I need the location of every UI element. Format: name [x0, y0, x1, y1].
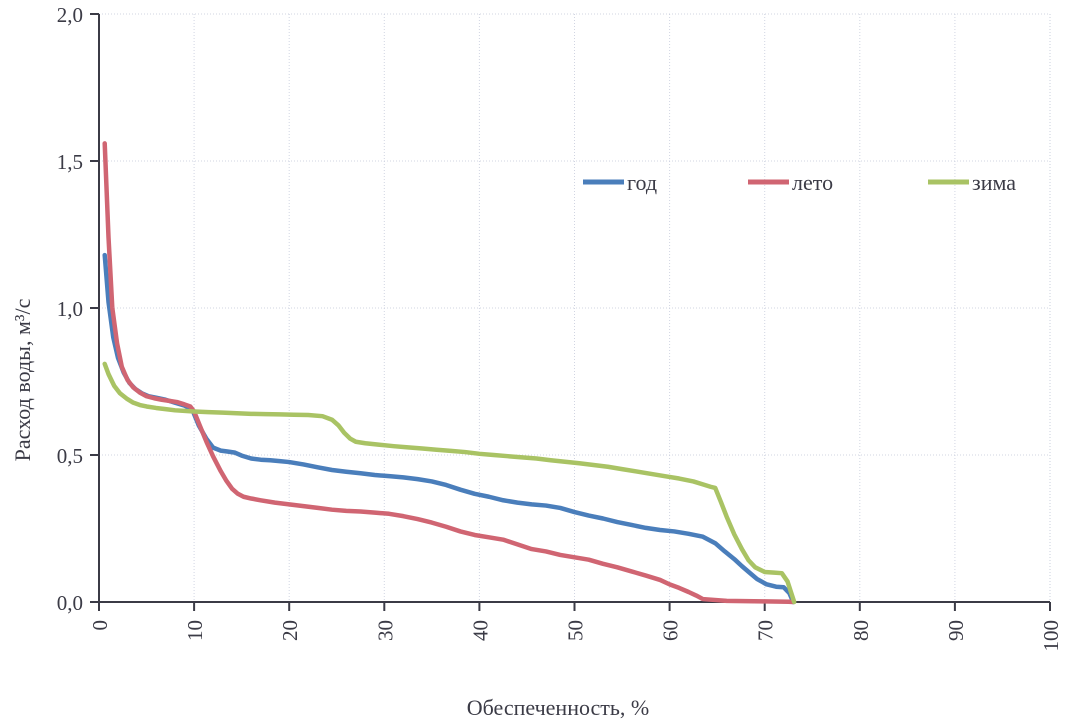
legend-item-год[interactable]: год — [583, 170, 657, 195]
x-tick-label: 40 — [468, 620, 492, 641]
y-tick-label: 2,0 — [57, 3, 83, 27]
legend-item-лето[interactable]: лето — [748, 170, 833, 195]
legend-item-зима[interactable]: зима — [928, 170, 1016, 195]
x-tick-label: 90 — [944, 620, 968, 641]
y-tick-label: 0,0 — [57, 591, 83, 615]
y-tick-labels: 0,0 0,5 1,0 1,5 2,0 — [57, 3, 83, 615]
x-axis-title: Обеспеченность, % — [467, 695, 650, 720]
x-tick-label: 10 — [183, 620, 207, 641]
legend-label: зима — [972, 170, 1016, 195]
x-axis — [98, 601, 1051, 611]
series-line-зима — [102, 361, 797, 605]
x-tick-label: 0 — [88, 620, 112, 631]
legend-label: лето — [792, 170, 833, 195]
x-tick-label: 20 — [278, 620, 302, 641]
y-axis-title: Расход воды, м³/с — [10, 298, 35, 461]
y-axis — [90, 13, 100, 603]
x-tick-labels: 0 10 20 30 40 50 60 70 80 90 100 — [88, 620, 1063, 652]
y-tick-label: 1,0 — [57, 297, 83, 321]
series-lines — [102, 141, 797, 605]
legend-label: год — [627, 170, 657, 195]
y-tick-label: 0,5 — [57, 444, 83, 468]
x-tick-label: 60 — [659, 620, 683, 641]
legend: год лето зима — [583, 170, 1016, 195]
x-tick-label: 50 — [564, 620, 588, 641]
series-line-год — [102, 252, 796, 605]
x-tick-label: 100 — [1039, 620, 1063, 652]
x-tick-label: 70 — [754, 620, 778, 641]
series-line-лето — [102, 141, 796, 605]
x-tick-label: 30 — [373, 620, 397, 641]
x-tick-label: 80 — [849, 620, 873, 641]
y-tick-label: 1,5 — [57, 150, 83, 174]
